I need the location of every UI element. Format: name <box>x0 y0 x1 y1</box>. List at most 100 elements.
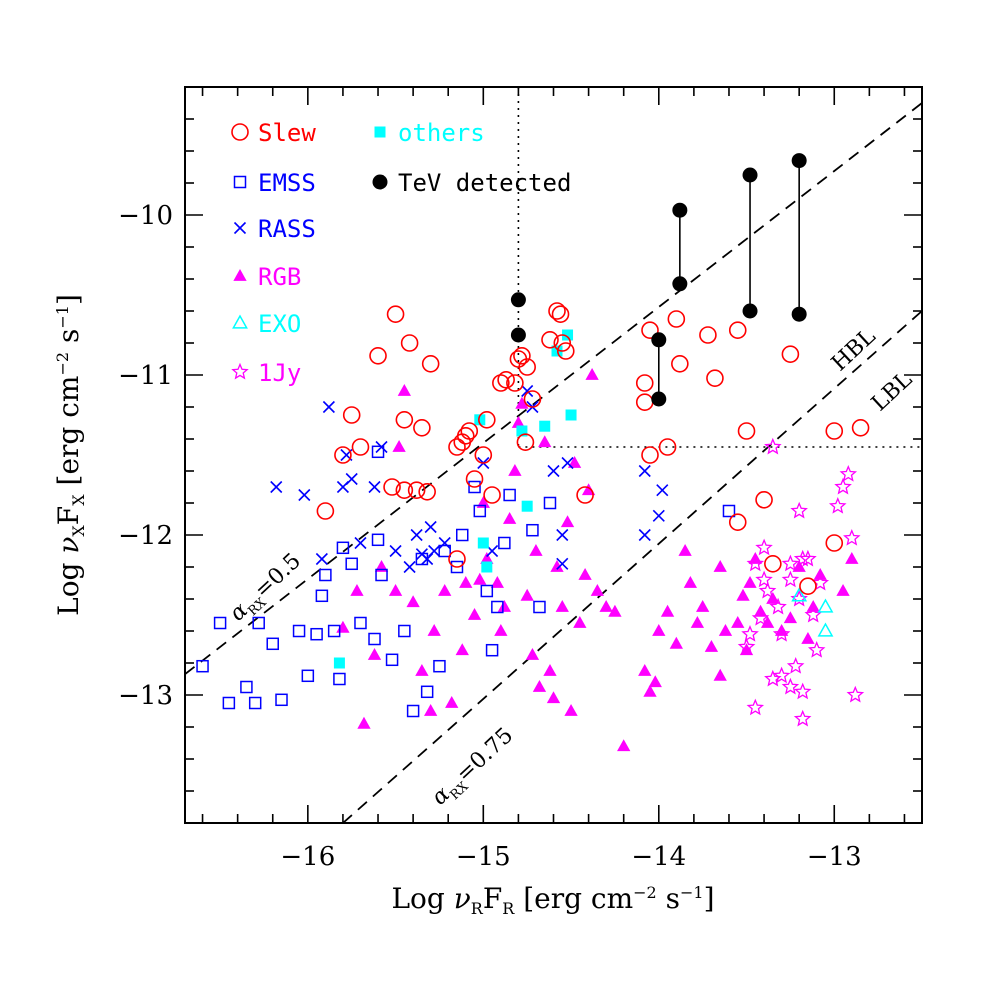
tev-detected-point <box>742 167 758 183</box>
1jy-point <box>793 709 812 727</box>
rgb-point <box>704 640 719 652</box>
emss-point <box>315 589 329 603</box>
slew-point <box>728 321 747 340</box>
plot-frame <box>184 86 923 824</box>
1jy-point <box>793 682 812 700</box>
rgb-point <box>445 696 459 708</box>
slew-point <box>825 422 844 440</box>
1jy-point <box>746 554 765 572</box>
reference-line <box>342 310 922 823</box>
emss-point <box>310 627 323 641</box>
emss-point <box>722 504 736 518</box>
rgb-point <box>529 544 543 556</box>
1jy-point <box>746 698 765 716</box>
emss-point <box>354 616 367 630</box>
x-axis-label: Log νRFR [erg cm−2 s−1] <box>391 882 714 918</box>
slew-point <box>658 438 677 456</box>
slew-point <box>764 554 782 573</box>
tev-detected-point <box>742 303 758 319</box>
emss-point <box>275 693 288 707</box>
slew-point <box>576 486 594 504</box>
1jy-point <box>786 656 805 674</box>
rass-point <box>410 528 423 542</box>
others-point <box>521 500 533 512</box>
emss-point <box>222 696 236 710</box>
rgb-point <box>590 584 605 596</box>
rgb-point <box>760 616 775 628</box>
x-tick-label: −13 <box>807 842 862 872</box>
rgb-point <box>415 664 429 676</box>
emss-point <box>473 504 487 518</box>
emss-point <box>498 536 511 550</box>
rass-point <box>638 528 651 542</box>
legend-label-others: others <box>398 119 485 147</box>
1jy-point <box>843 529 861 546</box>
emss-point <box>433 659 446 673</box>
tev-detected-point <box>510 292 526 308</box>
emss-point <box>456 528 469 542</box>
rgb-point <box>538 435 552 448</box>
emss-point <box>333 672 346 686</box>
slew-point <box>556 342 575 360</box>
slew-point <box>516 433 535 452</box>
slew-point <box>799 577 817 596</box>
rgb-point <box>648 675 662 688</box>
legend-label-exo: EXO <box>258 310 301 338</box>
emss-point <box>327 624 341 638</box>
slew-point <box>334 446 352 464</box>
slew-point <box>383 478 401 496</box>
slew-point <box>497 370 515 389</box>
rass-point <box>315 552 328 566</box>
rgb-point <box>713 668 727 681</box>
rgb-point <box>438 584 452 596</box>
rgb-point <box>467 608 482 620</box>
rgb-point <box>564 704 578 716</box>
others-point <box>333 657 345 669</box>
rgb-point <box>696 600 710 612</box>
slew-point <box>635 393 654 412</box>
rgb-point <box>508 464 522 476</box>
rgb-point <box>406 595 420 608</box>
1jy-point <box>758 581 777 599</box>
rgb-point <box>567 456 582 468</box>
1jy-point <box>790 589 808 607</box>
slew-point <box>641 446 659 464</box>
slew-point <box>448 550 466 568</box>
emss-point <box>240 680 253 694</box>
emss-point <box>345 557 358 571</box>
legend-marker-rass <box>233 221 247 235</box>
legend-label-rass: RASS <box>258 215 316 243</box>
emss-point <box>450 560 464 574</box>
rgb-point <box>801 632 815 644</box>
rass-point <box>521 384 534 398</box>
legend-marker-others <box>374 126 386 138</box>
legend-label-1jy: 1Jy <box>258 359 301 387</box>
label-hbl: HBL <box>827 324 881 377</box>
slew-point <box>369 346 387 365</box>
tick-labels: −16 −15 −14 −13 −13 −12 −11 −10 <box>118 201 862 872</box>
emss-point <box>543 496 557 510</box>
1jy-point <box>755 570 773 588</box>
rass-point <box>368 480 381 494</box>
emss-point <box>420 685 434 699</box>
slew-point <box>492 374 510 392</box>
rass-point <box>556 528 569 542</box>
slew-point <box>728 513 747 532</box>
slew-point <box>386 305 405 324</box>
tev-detected-point <box>651 332 667 348</box>
1jy-point <box>781 677 800 695</box>
emss-point <box>503 488 516 502</box>
1jy-point <box>807 641 826 658</box>
slew-point <box>781 345 800 364</box>
rgb-point <box>459 576 473 588</box>
1jy-point <box>755 538 773 556</box>
slew-point <box>706 369 724 388</box>
rass-point <box>638 464 651 478</box>
emss-point <box>533 600 546 614</box>
slew-point <box>551 305 570 324</box>
slew-point <box>418 482 436 501</box>
rgb-point <box>497 600 512 612</box>
emss-point <box>438 544 451 558</box>
slew-point <box>851 418 870 437</box>
1jy-point <box>846 685 865 703</box>
